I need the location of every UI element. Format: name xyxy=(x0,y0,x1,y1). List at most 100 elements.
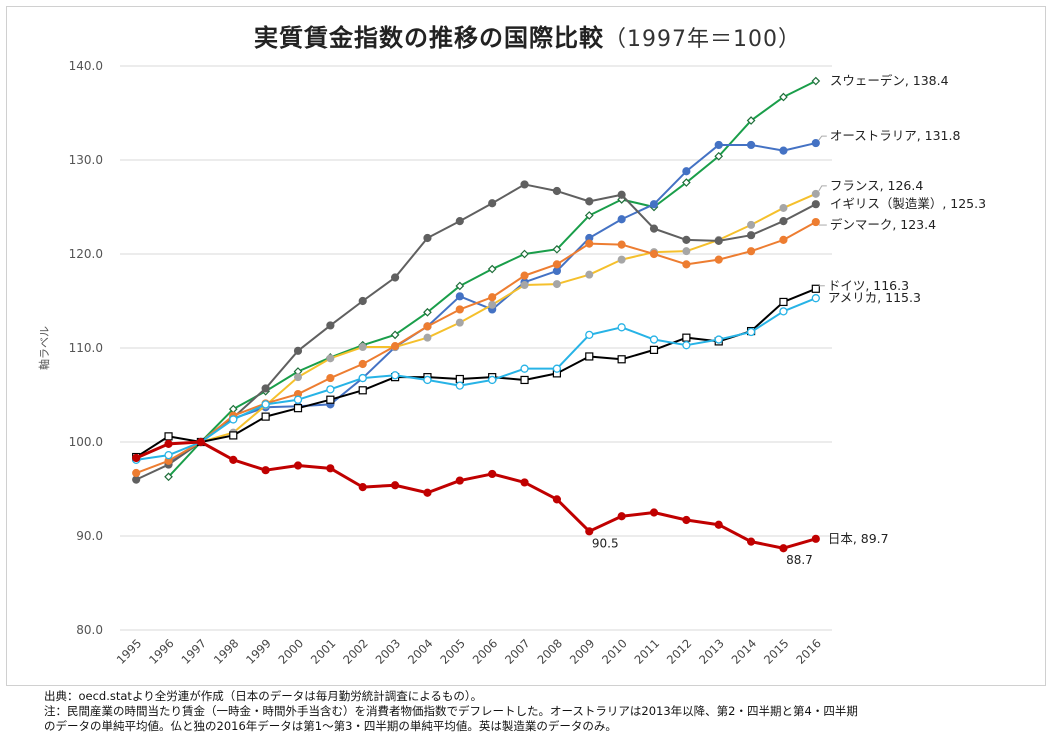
x-tick-label: 2015 xyxy=(761,636,792,667)
series-line xyxy=(136,297,817,461)
data-point xyxy=(455,217,464,226)
data-point xyxy=(261,384,270,393)
chart-title: 実質賃金指数の推移の国際比較（1997年＝100） xyxy=(0,18,1055,53)
data-point xyxy=(164,439,173,448)
data-point xyxy=(585,352,594,361)
data-point xyxy=(326,373,335,383)
series-line xyxy=(135,221,817,474)
data-point xyxy=(811,138,820,148)
y-tick-label: 140.0 xyxy=(69,59,103,73)
data-point xyxy=(261,412,270,421)
data-point xyxy=(390,481,400,490)
data-point xyxy=(682,515,691,525)
series-7 xyxy=(132,437,820,553)
data-point xyxy=(682,167,691,176)
series-line xyxy=(200,192,817,443)
data-point xyxy=(423,307,432,317)
data-point xyxy=(487,264,497,274)
data-point xyxy=(488,300,497,309)
note-source: 出典：oecd.statより全労連が作成（日本のデータは毎月勤労統計調査によるも… xyxy=(44,689,483,703)
data-point xyxy=(164,432,173,441)
data-point xyxy=(293,346,303,355)
data-point xyxy=(552,364,562,373)
data-point xyxy=(520,249,529,259)
data-point xyxy=(552,186,562,196)
data-point xyxy=(617,215,626,224)
data-point xyxy=(132,468,141,478)
x-tick-label: 2007 xyxy=(502,636,533,667)
data-point xyxy=(649,200,659,209)
x-tick-label: 2010 xyxy=(599,636,630,667)
x-tick-label: 2009 xyxy=(567,636,598,667)
data-point xyxy=(423,488,432,497)
data-point xyxy=(779,235,788,244)
data-point xyxy=(390,273,400,282)
data-point xyxy=(552,244,562,254)
data-point xyxy=(811,189,820,198)
line-chart: 80.0 90.0 100.0 110.0 120.0 130.0 140.0 軸ラベル 199… xyxy=(37,59,986,667)
data-point xyxy=(585,239,594,248)
x-tick-label: 2001 xyxy=(308,636,339,667)
data-point xyxy=(811,284,820,293)
data-point xyxy=(714,255,723,264)
data-point xyxy=(617,512,626,521)
data-point xyxy=(423,233,432,243)
data-point xyxy=(358,343,367,352)
data-point xyxy=(358,359,367,369)
chart-notes: 出典：oecd.statより全労連が作成（日本のデータは毎月勤労統計調査によるも… xyxy=(44,689,858,734)
data-point xyxy=(229,455,238,464)
x-tick-label: 2006 xyxy=(470,636,501,667)
data-point xyxy=(358,483,367,492)
data-point xyxy=(779,297,788,307)
data-point xyxy=(617,255,626,264)
data-point xyxy=(326,354,335,363)
x-tick-label: 2013 xyxy=(696,636,727,667)
label-leader xyxy=(818,185,827,192)
data-point xyxy=(423,333,432,342)
series-6 xyxy=(132,294,820,465)
data-point xyxy=(455,292,464,301)
data-point xyxy=(164,472,173,482)
note-method: 注：民間産業の時間当たり賃金（一時金・時間外手当含む）を消費者物価指数でデフレー… xyxy=(44,704,858,718)
data-point xyxy=(617,323,626,332)
x-tick-label: 2005 xyxy=(437,636,468,667)
data-point xyxy=(649,335,659,344)
data-point xyxy=(293,404,303,413)
x-tick-label: 2016 xyxy=(793,636,824,667)
series-end-label: スウェーデン, 138.4 xyxy=(830,73,949,88)
data-point xyxy=(294,373,302,382)
x-tick-label: 1998 xyxy=(211,636,242,667)
data-point xyxy=(455,318,464,327)
data-point xyxy=(747,220,756,229)
series-end-label: 日本, 89.7 xyxy=(828,531,889,546)
x-tick-label: 1999 xyxy=(243,636,274,667)
data-point xyxy=(811,534,820,543)
data-point xyxy=(746,140,756,150)
x-tick-label: 1996 xyxy=(146,636,177,667)
data-point xyxy=(423,375,432,385)
data-point xyxy=(520,375,529,385)
data-point xyxy=(455,476,464,485)
data-point xyxy=(423,322,432,331)
data-point xyxy=(779,203,788,212)
data-point xyxy=(488,293,497,302)
y-tick-label: 110.0 xyxy=(69,341,103,355)
data-point xyxy=(585,330,594,339)
x-tick-label: 2002 xyxy=(340,636,371,667)
x-tick-label: 1995 xyxy=(114,636,145,667)
data-point xyxy=(390,330,400,340)
data-point xyxy=(714,140,723,150)
data-point xyxy=(520,180,529,189)
data-point xyxy=(520,478,529,487)
data-point xyxy=(682,260,691,269)
data-point xyxy=(714,335,723,344)
series-line xyxy=(135,287,817,458)
data-point xyxy=(326,395,335,404)
data-label: 90.5 xyxy=(592,536,619,550)
x-tick-label: 2000 xyxy=(276,636,307,667)
data-point xyxy=(132,453,141,463)
data-point xyxy=(811,217,820,227)
data-point xyxy=(585,270,594,279)
data-point xyxy=(746,537,756,546)
x-tick-label: 2011 xyxy=(632,636,663,667)
